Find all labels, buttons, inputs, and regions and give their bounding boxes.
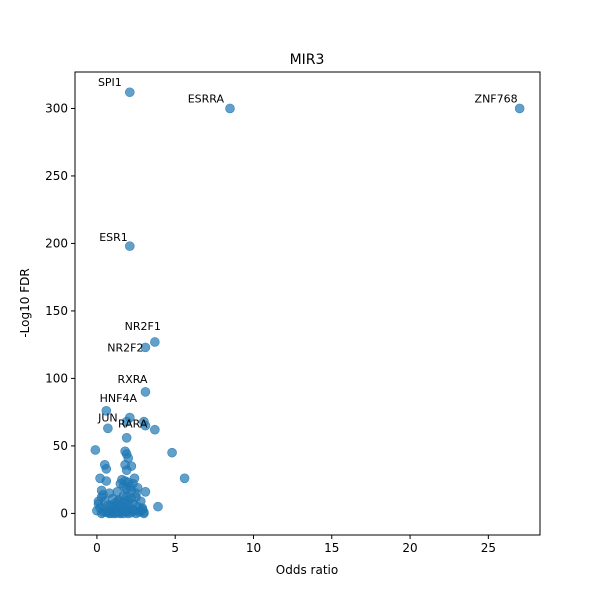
point-label: ZNF768	[475, 92, 518, 105]
point-label: JUN	[97, 411, 118, 424]
y-axis: 0 50 100 150 200 250 300	[45, 101, 75, 520]
data-point	[90, 445, 101, 455]
data-point	[131, 488, 141, 498]
labeled-data-point	[150, 337, 160, 347]
point-label: NR2F2	[107, 341, 143, 354]
point-label: RXRA	[118, 373, 148, 386]
x-axis-title: Odds ratio	[276, 563, 338, 577]
point-label: SPI1	[98, 76, 122, 89]
data-point	[150, 424, 160, 435]
data-point	[179, 473, 190, 484]
data-point	[140, 487, 151, 497]
data-point	[101, 476, 112, 486]
x-tick-label: 25	[481, 541, 496, 555]
labeled-data-point	[140, 387, 151, 397]
data-point	[121, 433, 132, 443]
y-tick-label: 200	[45, 236, 68, 250]
labeled-data-point	[103, 423, 113, 434]
data-point	[106, 500, 116, 511]
point-label: HNF4A	[100, 392, 138, 405]
x-axis: 0 5 10 15 20 25	[93, 535, 496, 555]
data-point	[137, 504, 148, 515]
point-annotations: SPI1 ESRRA ZNF768 ESR1 NR2F1 NR2F2 RXRA HNF4A JU…	[97, 76, 518, 430]
data-point	[153, 501, 163, 512]
data-points	[90, 87, 525, 519]
data-point	[120, 476, 130, 486]
y-tick-label: 300	[45, 101, 68, 115]
data-point	[101, 464, 112, 474]
point-label: NR2F1	[125, 320, 161, 333]
plot-frame	[74, 71, 541, 536]
y-axis-title: -Log10 FDR	[18, 268, 32, 337]
labeled-data-point	[514, 103, 525, 114]
labeled-data-point	[124, 241, 135, 251]
point-label: ESRRA	[188, 92, 225, 105]
y-tick-label: 0	[60, 506, 68, 520]
x-tick-label: 0	[93, 541, 101, 555]
labeled-data-point	[121, 416, 132, 427]
labeled-data-point	[101, 406, 112, 416]
data-point	[167, 447, 177, 458]
data-point	[101, 507, 112, 517]
x-tick-label: 5	[171, 541, 179, 555]
point-label: RARA	[118, 418, 148, 431]
labeled-data-point	[140, 342, 151, 353]
data-point	[140, 420, 151, 431]
labeled-data-point	[124, 87, 135, 98]
data-point	[93, 496, 104, 507]
y-tick-label: 50	[53, 439, 68, 453]
chart-title: MIR3	[290, 52, 325, 68]
x-tick-label: 15	[324, 541, 339, 555]
y-tick-label: 150	[45, 304, 68, 318]
y-tick-label: 100	[45, 371, 68, 385]
x-tick-label: 10	[246, 541, 261, 555]
data-point	[121, 465, 132, 476]
x-tick-label: 20	[402, 541, 417, 555]
labeled-data-point	[225, 103, 235, 114]
data-point	[96, 485, 107, 496]
y-tick-label: 250	[45, 169, 68, 183]
point-label: ESR1	[99, 231, 128, 244]
